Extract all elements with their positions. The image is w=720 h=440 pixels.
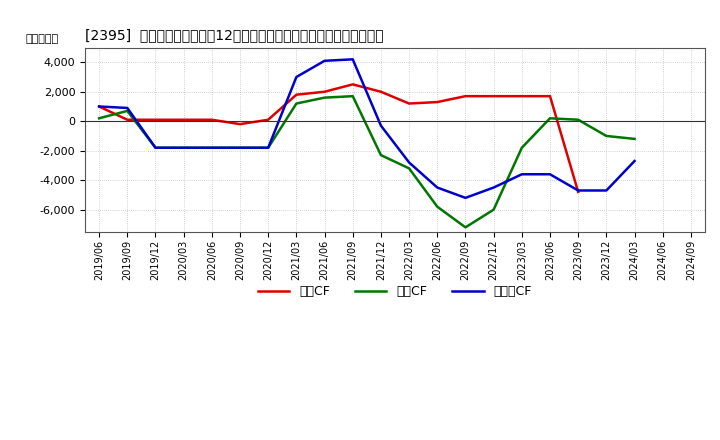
- 営業CF: [574, 189, 582, 194]
- 投資CF: [490, 207, 498, 212]
- 投資CF: [264, 145, 272, 150]
- フリーCF: [264, 145, 272, 150]
- Y-axis label: （百万円）: （百万円）: [25, 34, 58, 44]
- Line: 投資CF: 投資CF: [99, 96, 634, 227]
- Line: フリーCF: フリーCF: [99, 59, 634, 198]
- 営業CF: [179, 117, 188, 122]
- フリーCF: [207, 145, 216, 150]
- 営業CF: [95, 104, 104, 109]
- 営業CF: [123, 117, 132, 122]
- 営業CF: [235, 121, 244, 127]
- 営業CF: [377, 89, 385, 95]
- 営業CF: [433, 99, 441, 105]
- フリーCF: [630, 158, 639, 164]
- 営業CF: [207, 117, 216, 122]
- フリーCF: [461, 195, 469, 201]
- Line: 営業CF: 営業CF: [99, 84, 578, 192]
- 営業CF: [348, 82, 357, 87]
- 営業CF: [518, 94, 526, 99]
- 営業CF: [292, 92, 301, 97]
- フリーCF: [123, 105, 132, 110]
- フリーCF: [377, 123, 385, 128]
- フリーCF: [574, 188, 582, 193]
- 投資CF: [433, 204, 441, 209]
- 投資CF: [546, 116, 554, 121]
- 投資CF: [207, 145, 216, 150]
- フリーCF: [95, 104, 104, 109]
- 投資CF: [405, 166, 413, 171]
- 営業CF: [264, 117, 272, 122]
- フリーCF: [348, 57, 357, 62]
- 営業CF: [405, 101, 413, 106]
- フリーCF: [433, 185, 441, 190]
- フリーCF: [292, 74, 301, 80]
- フリーCF: [546, 172, 554, 177]
- フリーCF: [235, 145, 244, 150]
- 営業CF: [151, 117, 160, 122]
- 営業CF: [490, 94, 498, 99]
- フリーCF: [518, 172, 526, 177]
- 投資CF: [320, 95, 329, 100]
- 投資CF: [602, 133, 611, 139]
- フリーCF: [490, 185, 498, 190]
- 投資CF: [95, 116, 104, 121]
- 営業CF: [461, 94, 469, 99]
- 投資CF: [348, 94, 357, 99]
- 投資CF: [123, 108, 132, 114]
- 投資CF: [574, 117, 582, 122]
- フリーCF: [179, 145, 188, 150]
- 投資CF: [151, 145, 160, 150]
- Text: [2395]  キャッシュフローの12か月移動合計の対前年同期増減額の推移: [2395] キャッシュフローの12か月移動合計の対前年同期増減額の推移: [85, 28, 384, 42]
- 営業CF: [320, 89, 329, 95]
- 投資CF: [235, 145, 244, 150]
- 投資CF: [179, 145, 188, 150]
- フリーCF: [405, 160, 413, 165]
- 投資CF: [292, 101, 301, 106]
- Legend: 営業CF, 投資CF, フリーCF: 営業CF, 投資CF, フリーCF: [253, 280, 537, 303]
- 投資CF: [461, 225, 469, 230]
- 投資CF: [630, 136, 639, 142]
- 投資CF: [518, 145, 526, 150]
- フリーCF: [320, 58, 329, 63]
- 営業CF: [546, 94, 554, 99]
- 投資CF: [377, 153, 385, 158]
- フリーCF: [151, 145, 160, 150]
- フリーCF: [602, 188, 611, 193]
